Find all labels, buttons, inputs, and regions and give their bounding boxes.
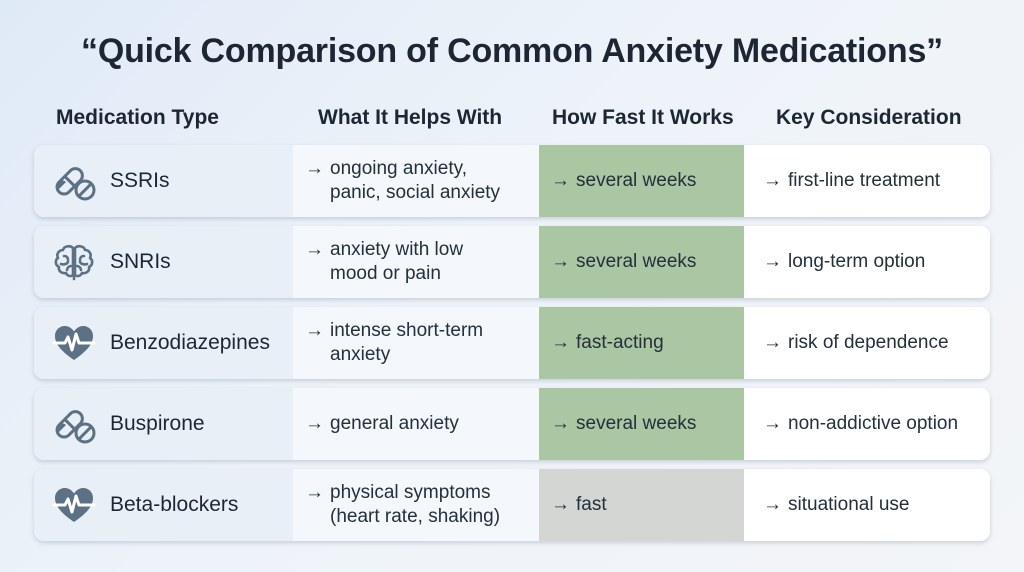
speed-cell: → several weeks — [539, 388, 744, 460]
speed-cell: → fast-acting — [539, 307, 744, 379]
arrow-icon: → — [305, 413, 324, 434]
table-row: Benzodiazepines → intense short-term anxi… — [34, 307, 990, 379]
helps-text: physical symptoms (heart rate, shaking) — [330, 482, 501, 527]
helps-text: anxiety with low mood or pain — [330, 239, 464, 284]
medication-cell: SSRIs — [34, 145, 293, 217]
heart-pulse-icon — [51, 482, 97, 528]
speed-cell: → several weeks — [539, 145, 744, 217]
medication-name: SNRIs — [110, 250, 171, 273]
medication-cell: Benzodiazepines — [34, 307, 293, 379]
helps-text: ongoing anxiety, panic, social anxiety — [330, 158, 501, 203]
consideration-cell: → risk of dependence — [744, 307, 990, 379]
consideration-text: non-addictive option — [788, 413, 959, 434]
helps-cell: → ongoing anxiety, panic, social anxiety — [293, 145, 539, 217]
medication-name: SSRIs — [110, 169, 170, 192]
consideration-cell: → long-term option — [744, 226, 990, 298]
helps-cell: → anxiety with low mood or pain — [293, 226, 539, 298]
table-header: Medication Type What It Helps With How F… — [0, 106, 1024, 136]
speed-cell: → several weeks — [539, 226, 744, 298]
comparison-table: SSRIs → ongoing anxiety, panic, social an… — [34, 145, 990, 550]
table-row: SSRIs → ongoing anxiety, panic, social an… — [34, 145, 990, 217]
consideration-cell: → non-addictive option — [744, 388, 990, 460]
arrow-icon: → — [763, 494, 782, 515]
arrow-icon: → — [305, 482, 324, 503]
speed-cell: → fast — [539, 469, 744, 541]
medication-name: Buspirone — [110, 412, 205, 435]
table-row: SNRIs → anxiety with low mood or pain → se… — [34, 226, 990, 298]
helps-text: intense short-term anxiety — [330, 320, 484, 365]
brain-icon — [51, 239, 97, 285]
speed-text: fast — [576, 494, 607, 515]
arrow-icon: → — [763, 170, 782, 191]
arrow-icon: → — [551, 251, 570, 272]
arrow-icon: → — [763, 251, 782, 272]
speed-text: several weeks — [576, 413, 697, 434]
helps-cell: → intense short-term anxiety — [293, 307, 539, 379]
helps-cell: → general anxiety — [293, 388, 539, 460]
arrow-icon: → — [305, 239, 324, 260]
speed-text: several weeks — [576, 251, 697, 272]
arrow-icon: → — [551, 413, 570, 434]
medication-name: Benzodiazepines — [110, 331, 270, 354]
medication-cell: Buspirone — [34, 388, 293, 460]
medication-cell: SNRIs — [34, 226, 293, 298]
medication-name: Beta-blockers — [110, 493, 239, 516]
table-row: Buspirone → general anxiety → several week… — [34, 388, 990, 460]
consideration-text: long-term option — [788, 251, 926, 272]
arrow-icon: → — [551, 332, 570, 353]
pill-icon — [51, 158, 97, 204]
arrow-icon: → — [763, 332, 782, 353]
arrow-icon: → — [551, 170, 570, 191]
header-medication-type: Medication Type — [56, 106, 219, 129]
arrow-icon: → — [305, 320, 324, 341]
speed-text: fast-acting — [576, 332, 664, 353]
consideration-text: first-line treatment — [788, 170, 941, 191]
header-key-consideration: Key Consideration — [776, 106, 962, 129]
arrow-icon: → — [763, 413, 782, 434]
medication-cell: Beta-blockers — [34, 469, 293, 541]
arrow-icon: → — [551, 494, 570, 515]
heart-pulse-icon — [51, 320, 97, 366]
helps-cell: → physical symptoms (heart rate, shaking) — [293, 469, 539, 541]
header-how-fast-it-works: How Fast It Works — [552, 106, 734, 129]
table-row: Beta-blockers → physical symptoms (heart … — [34, 469, 990, 541]
page-title: “Quick Comparison of Common Anxiety Medi… — [81, 32, 943, 70]
consideration-text: risk of dependence — [788, 332, 949, 353]
helps-text: general anxiety — [330, 413, 459, 434]
speed-text: several weeks — [576, 170, 697, 191]
consideration-cell: → first-line treatment — [744, 145, 990, 217]
consideration-text: situational use — [788, 494, 910, 515]
pill-icon — [51, 401, 97, 447]
header-what-it-helps-with: What It Helps With — [318, 106, 503, 129]
consideration-cell: → situational use — [744, 469, 990, 541]
arrow-icon: → — [305, 158, 324, 179]
